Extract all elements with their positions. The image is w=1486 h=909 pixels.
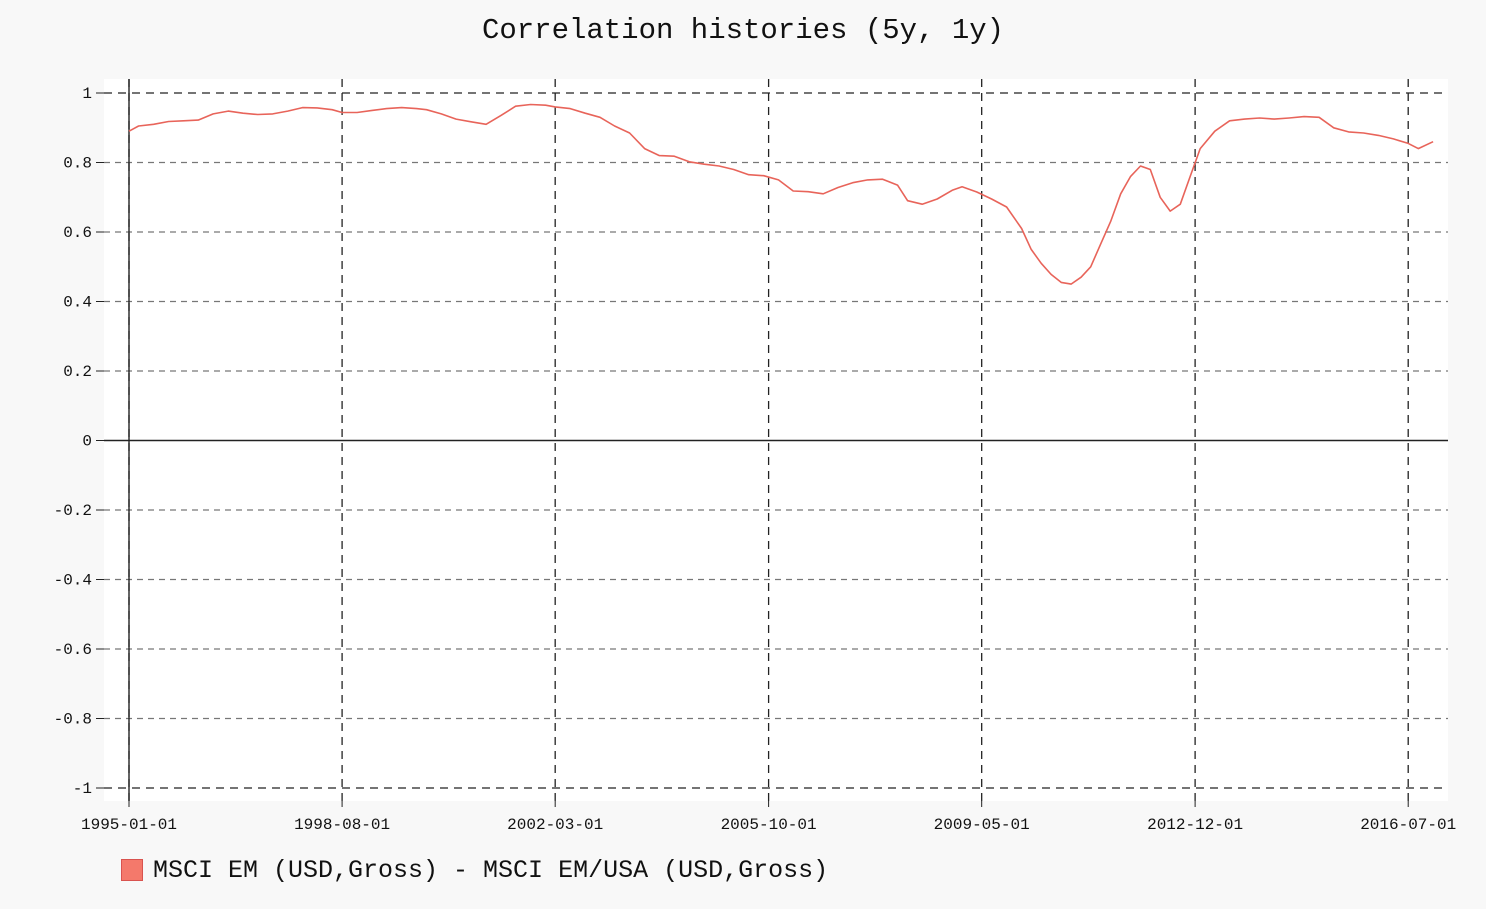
legend-swatch [121,859,143,881]
y-tick-label: 0.4 [63,294,92,312]
x-tick-label: 2012-12-01 [1147,816,1243,834]
y-tick-label: 0 [82,433,92,451]
y-tick-label: 1 [82,85,92,103]
x-tick-label: 1995-01-01 [81,816,177,834]
y-tick-label: 0.2 [63,363,92,381]
y-tick-label: -0.6 [54,641,92,659]
x-tick-label: 2009-05-01 [934,816,1030,834]
y-tick-label: 0.6 [63,224,92,242]
y-tick-label: -0.8 [54,711,92,729]
chart-title: Correlation histories (5y, 1y) [481,14,1005,47]
series-line [128,103,1434,285]
x-tick-label: 2016-07-01 [1360,816,1456,834]
y-tick-label: -0.4 [54,572,92,590]
y-tick-label: -0.2 [54,502,92,520]
x-tick-label: 2005-10-01 [721,816,817,834]
x-tick-label: 1998-08-01 [294,816,390,834]
legend: MSCI EM (USD,Gross) - MSCI EM/USA (USD,G… [121,852,828,888]
legend-label: MSCI EM (USD,Gross) - MSCI EM/USA (USD,G… [153,855,829,885]
y-tick-label: 0.8 [63,155,92,173]
y-tick-label: -1 [73,780,92,798]
x-tick-label: 2002-03-01 [507,816,603,834]
